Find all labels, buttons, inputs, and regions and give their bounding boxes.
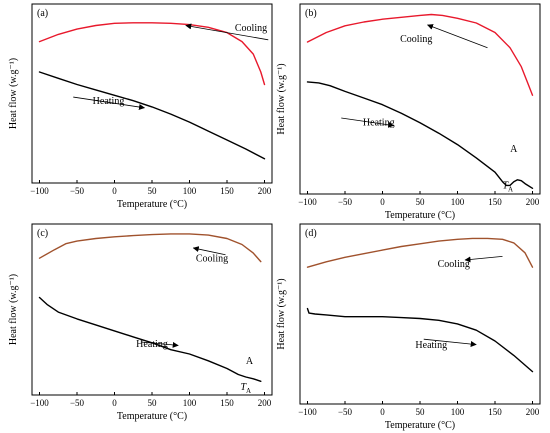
panel-b: −100 −50 0 50 100 150 200 Temperature (°C) Heat …: [276, 3, 541, 221]
annotation-arrow: [341, 117, 395, 128]
x-tick-label: −100: [298, 407, 317, 417]
annotation-arrow: [73, 96, 145, 110]
x-axis-label: Temperature (°C): [117, 199, 187, 210]
annotation-label: Heating: [136, 339, 168, 350]
x-tick-label: 200: [258, 398, 272, 408]
heating-curve: [306, 307, 534, 373]
cooling-curve: [38, 233, 262, 263]
annotation-arrow: [185, 23, 269, 41]
annotation-label: Heating: [93, 96, 125, 107]
annotation-label: Cooling: [196, 254, 228, 265]
x-tick-label: −50: [338, 197, 353, 207]
annotation-arrow: [427, 24, 488, 49]
x-tick-label: 0: [380, 407, 385, 417]
panel-label: (c): [37, 228, 48, 239]
x-tick-label: −50: [338, 407, 353, 417]
annotation-arrow: [464, 256, 503, 263]
x-tick-label: 50: [416, 197, 426, 207]
x-tick-label: 0: [112, 398, 117, 408]
x-tick-label: 200: [526, 197, 540, 207]
x-tick-label: −100: [298, 197, 317, 207]
annotation-label: A: [510, 144, 518, 155]
heating-curve: [38, 71, 266, 160]
x-tick-label: 50: [148, 398, 158, 408]
annotation-label: A: [246, 356, 254, 367]
cooling-curve: [38, 22, 266, 86]
x-tick-label: 100: [451, 197, 465, 207]
panel-a: −100 −50 0 50 100 150 200 Temperature (°C) Heat …: [8, 3, 273, 210]
panel-label: (d): [305, 228, 317, 239]
annotation-label: TA: [240, 382, 251, 395]
cooling-curve: [306, 13, 534, 96]
panel-d: −100 −50 0 50 100 150 200 Temperature (°C) Heat …: [276, 223, 541, 431]
cooling-curve: [306, 237, 534, 268]
x-tick-label: 100: [451, 407, 465, 417]
y-axis-label: Heat flow (w.g⁻¹): [8, 274, 19, 345]
x-tick-label: 0: [112, 186, 117, 196]
plot-frame: [31, 223, 273, 396]
x-tick-label: −100: [30, 398, 49, 408]
annotation-arrow: [140, 341, 179, 348]
annotation-arrow: [192, 246, 226, 256]
x-tick-label: −100: [30, 186, 49, 196]
x-tick-label: −50: [70, 186, 85, 196]
annotation-label: Cooling: [235, 23, 267, 34]
panel-label: (b): [305, 8, 317, 19]
y-axis-label: Heat flow (w.g⁻¹): [8, 58, 19, 129]
x-tick-label: 150: [220, 186, 234, 196]
x-tick-label: −50: [70, 398, 85, 408]
x-axis-label: Temperature (°C): [385, 210, 455, 221]
x-tick-label: 50: [416, 407, 426, 417]
panel-c: −100 −50 0 50 100 150 200 Temperature (°C) Heat …: [8, 223, 273, 422]
y-axis-label: Heat flow (w.g⁻¹): [276, 278, 287, 349]
heating-curve: [306, 81, 534, 189]
x-tick-label: 100: [183, 186, 197, 196]
x-axis-label: Temperature (°C): [117, 411, 187, 422]
annotation-label: Cooling: [438, 259, 470, 270]
plot-frame: [299, 223, 541, 405]
y-axis-label: Heat flow (w.g⁻¹): [276, 63, 287, 134]
x-tick-label: 0: [380, 197, 385, 207]
panel-label: (a): [37, 8, 48, 19]
heating-curve: [38, 296, 262, 382]
x-tick-label: 150: [488, 407, 502, 417]
x-tick-label: 150: [488, 197, 502, 207]
x-tick-label: 100: [183, 398, 197, 408]
annotation-label: TA: [502, 180, 513, 193]
annotation-arrow: [423, 338, 477, 348]
annotation-label: Heating: [415, 340, 447, 351]
plot-frame: [299, 3, 541, 195]
annotation-label: Cooling: [400, 34, 432, 45]
x-tick-label: 200: [526, 407, 540, 417]
x-tick-label: 50: [148, 186, 158, 196]
annotation-label: Heating: [363, 118, 395, 129]
x-axis-label: Temperature (°C): [385, 420, 455, 431]
x-tick-label: 150: [220, 398, 234, 408]
x-tick-label: 200: [258, 186, 272, 196]
